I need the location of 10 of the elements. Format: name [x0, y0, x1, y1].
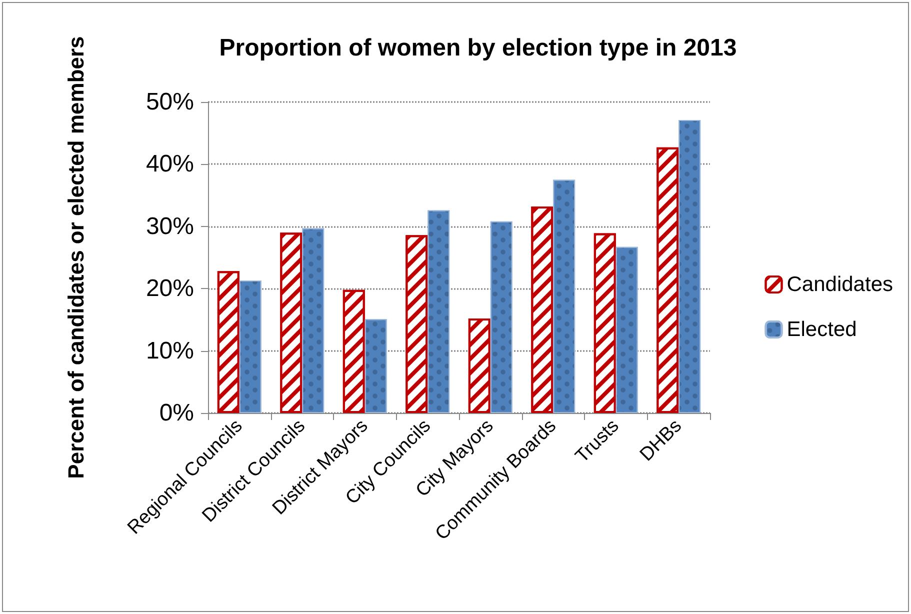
y-axis-title: Percent of candidates or elected members [64, 36, 88, 479]
y-tick-label: 30% [146, 212, 194, 240]
y-tick-label: 20% [146, 275, 194, 302]
chart-title: Proportion of women by election type in 2013 [219, 34, 737, 62]
y-tick-label: 10% [146, 337, 194, 364]
y-tick-label: 0% [159, 400, 194, 426]
legend-label: Elected [786, 318, 857, 341]
y-tick-label: 50% [146, 88, 194, 116]
legend-label: Candidates [786, 273, 894, 296]
y-tick-label: 40% [146, 150, 194, 178]
